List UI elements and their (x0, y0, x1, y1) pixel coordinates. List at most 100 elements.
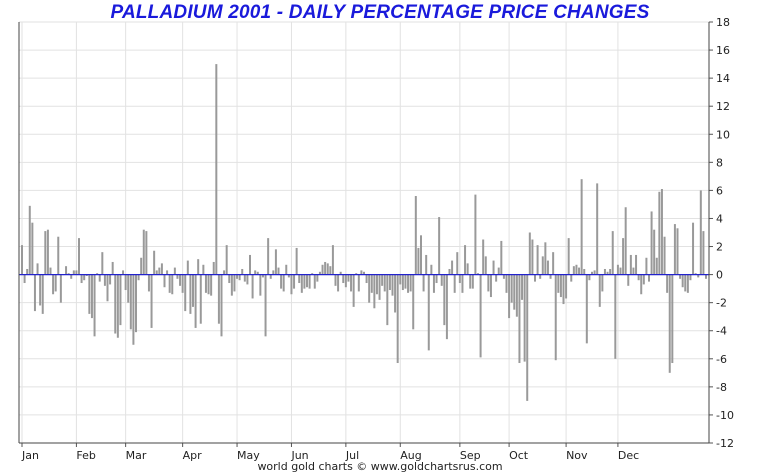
bar (432, 274, 435, 293)
bar (500, 240, 503, 275)
bar (368, 274, 371, 303)
bar (671, 274, 674, 364)
y-tick-label: -8 (716, 381, 727, 394)
bar (316, 274, 319, 282)
x-tick-label: May (237, 449, 260, 462)
bar (523, 274, 526, 362)
bar (83, 274, 86, 281)
bar (375, 274, 378, 295)
bar (308, 274, 311, 289)
bar (692, 222, 695, 275)
bar (430, 264, 433, 275)
bar (306, 274, 308, 288)
bar (531, 239, 534, 275)
bar (627, 274, 630, 286)
bar (59, 274, 62, 303)
bar (295, 247, 298, 275)
y-tick-label: 6 (716, 184, 723, 197)
bar (98, 274, 101, 282)
bar (142, 229, 145, 275)
bar (487, 274, 490, 292)
y-tick-label: 4 (716, 212, 723, 225)
bar (668, 274, 671, 373)
y-tick-label: -12 (716, 437, 734, 450)
bar (443, 274, 446, 326)
bar (445, 274, 448, 340)
x-tick-label: Oct (509, 449, 529, 462)
bar (236, 274, 239, 279)
bar (147, 274, 150, 292)
bar (448, 268, 451, 275)
bar (173, 267, 176, 275)
y-tick-label: 16 (716, 44, 730, 57)
bar (171, 274, 174, 295)
bar (673, 224, 676, 275)
bar (614, 274, 617, 359)
bar (609, 268, 612, 275)
bar (331, 245, 334, 275)
bar (575, 264, 578, 275)
bar (526, 274, 529, 401)
bar (160, 263, 163, 275)
bar (168, 274, 171, 293)
bar (350, 274, 353, 292)
bar (272, 270, 275, 275)
bar (637, 274, 640, 281)
bar (46, 229, 49, 275)
bar (401, 274, 404, 291)
bar (645, 257, 648, 275)
x-tick-label: Nov (566, 449, 588, 462)
bar (705, 274, 707, 279)
bar (238, 274, 241, 281)
bar (26, 268, 29, 275)
bar (438, 217, 441, 275)
bar (72, 270, 75, 275)
bar (386, 274, 389, 326)
bar (513, 274, 516, 310)
bar (360, 270, 363, 275)
bar (391, 274, 394, 296)
bar (194, 274, 197, 328)
bar (321, 264, 324, 275)
bar (578, 267, 581, 275)
bar (96, 273, 99, 275)
bar (684, 274, 687, 292)
bar (557, 274, 560, 293)
bar (562, 274, 565, 305)
bar (269, 274, 272, 279)
bar (33, 274, 36, 312)
bar (220, 274, 223, 337)
bar (199, 274, 202, 324)
bar (619, 267, 622, 275)
bar (510, 274, 513, 303)
bar (458, 274, 461, 284)
bar (427, 274, 430, 351)
bar (373, 274, 376, 309)
footer-credit: world gold charts © www.goldchartsrus.co… (257, 460, 503, 473)
bar (124, 274, 127, 291)
bar (541, 256, 544, 275)
x-tick-labels: Jan Feb Mar Apr May Jun Jul Aug Sep Oct Nov Dec (21, 449, 639, 462)
bar (282, 274, 285, 292)
bar (300, 274, 303, 293)
bar (699, 190, 702, 275)
bar (702, 231, 705, 275)
bar (546, 260, 549, 275)
bar (521, 274, 524, 300)
bar (274, 249, 277, 275)
bar (451, 260, 454, 275)
bar (539, 274, 542, 279)
bar (293, 274, 296, 289)
bar (103, 274, 106, 286)
bar (404, 274, 407, 289)
bar (549, 274, 552, 279)
bar (624, 207, 627, 275)
bar (388, 274, 391, 291)
bar (41, 274, 44, 314)
bar (489, 274, 492, 298)
bar (588, 274, 591, 281)
bar (75, 270, 78, 275)
bar (482, 239, 485, 275)
bar (347, 274, 350, 282)
y-tick-labels: 18 16 14 12 10 8 6 4 2 0 -2 -4 -6 -8 -10 -12 (716, 16, 734, 450)
